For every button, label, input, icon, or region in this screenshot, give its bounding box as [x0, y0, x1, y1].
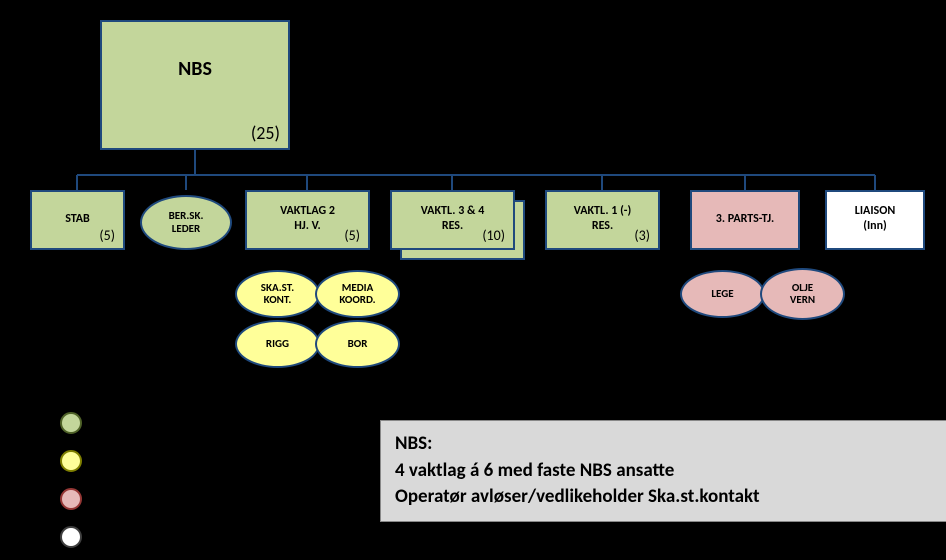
- node-vaktl2: VAKTLAG 2HJ. V.(5): [245, 190, 370, 250]
- node-label: LIAISON(Inn): [827, 204, 923, 234]
- node-vaktl1: VAKTL. 1 (-)RES.(3): [545, 190, 660, 250]
- node-label: STAB: [32, 212, 123, 227]
- legend-dot-0: [60, 412, 82, 434]
- info-panel: NBS:4 vaktlag á 6 med faste NBS ansatteO…: [380, 420, 946, 522]
- node-label: BER.SK.LEDER: [169, 210, 204, 234]
- node-count: (10): [482, 227, 505, 245]
- legend-dot-1: [60, 450, 82, 472]
- node-bersk: BER.SK.LEDER: [140, 195, 232, 250]
- node-label: 3. PARTS-TJ.: [692, 212, 798, 227]
- node-label: OLJEVERN: [790, 282, 815, 306]
- node-bor: BOR: [315, 320, 400, 368]
- legend-dot-3: [60, 526, 82, 548]
- node-label: NBS: [102, 57, 288, 82]
- node-vaktl34: VAKTL. 3 & 4RES.(10): [390, 190, 515, 250]
- node-media: MEDIAKOORD.: [315, 270, 400, 318]
- node-label: MEDIAKOORD.: [339, 282, 375, 306]
- node-count: (25): [251, 122, 280, 145]
- node-count: (5): [99, 227, 115, 245]
- node-skast: SKA.ST.KONT.: [235, 270, 320, 318]
- node-count: (5): [344, 227, 360, 245]
- node-label: RIGG: [266, 338, 289, 350]
- node-liaison: LIAISON(Inn): [825, 190, 925, 250]
- node-parts3: 3. PARTS-TJ.: [690, 190, 800, 250]
- node-count: (3): [634, 227, 650, 245]
- node-rigg: RIGG: [235, 320, 320, 368]
- node-root: NBS (25): [100, 20, 290, 150]
- node-lege: LEGE: [680, 270, 765, 318]
- node-label: BOR: [348, 338, 368, 350]
- node-stab: STAB(5): [30, 190, 125, 250]
- node-label: LEGE: [711, 288, 733, 300]
- legend-dot-2: [60, 488, 82, 510]
- node-olje: OLJEVERN: [760, 268, 845, 320]
- node-label: SKA.ST.KONT.: [261, 282, 294, 306]
